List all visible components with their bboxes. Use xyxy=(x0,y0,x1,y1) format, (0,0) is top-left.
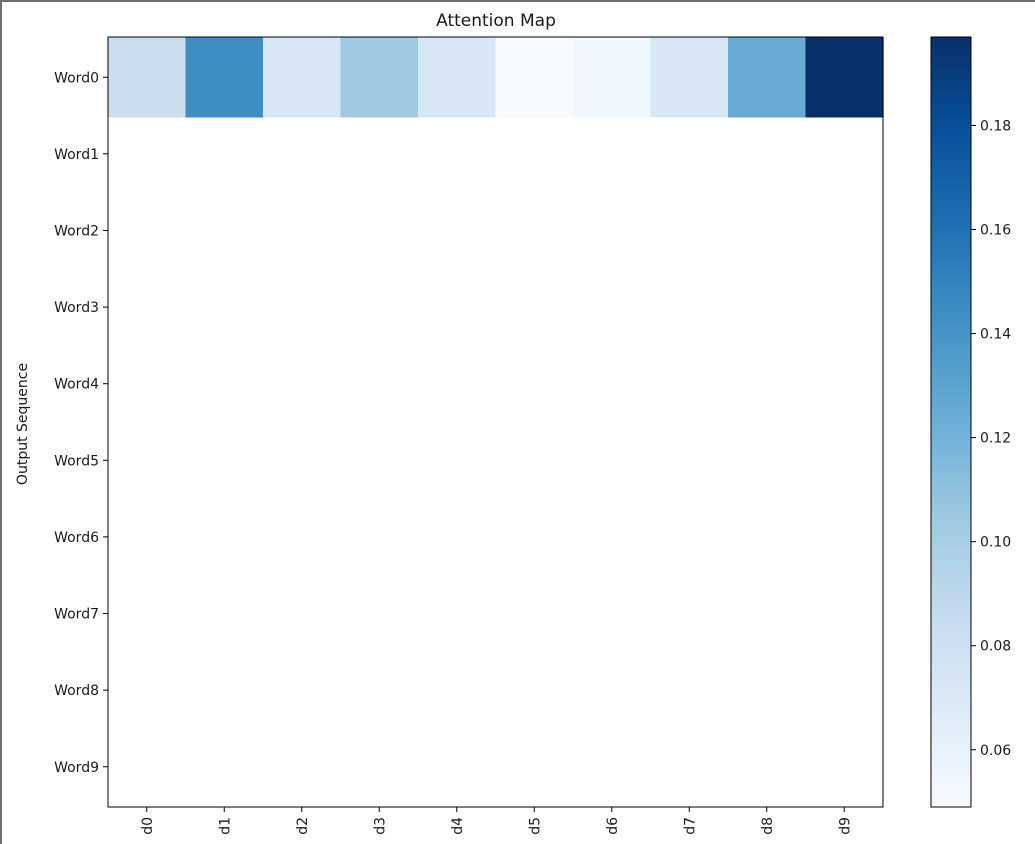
heatmap-cell xyxy=(805,37,884,118)
heatmap-cell xyxy=(263,37,342,118)
y-tick-label: Word4 xyxy=(54,377,99,393)
x-tick-label: d2 xyxy=(295,817,311,835)
colorbar xyxy=(930,36,972,808)
x-tick-label: d1 xyxy=(217,817,233,835)
colorbar-tick-label: 0.06 xyxy=(980,743,1011,759)
heatmap-cell xyxy=(185,37,264,118)
x-tick-label: d4 xyxy=(450,817,466,835)
y-tick-label: Word0 xyxy=(54,70,99,86)
y-tick-label: Word2 xyxy=(54,223,99,239)
y-tick-label: Word3 xyxy=(54,300,99,316)
heatmap-cell xyxy=(495,37,574,118)
colorbar-tick-label: 0.08 xyxy=(980,639,1011,655)
y-tick-label: Word9 xyxy=(54,760,99,776)
heatmap-cell xyxy=(418,37,497,118)
heatmap-cell xyxy=(573,37,652,118)
x-tick-label: d8 xyxy=(760,817,776,835)
colorbar-ticks: 0.06 0.08 0.10 0.12 0.14 0.16 0.18 xyxy=(971,118,1011,759)
y-axis-ticks: Word0 Word1 Word2 Word3 Word4 Word5 Word6 Word7… xyxy=(54,70,108,776)
heatmap-cells xyxy=(108,37,884,118)
heatmap-cell xyxy=(650,37,729,118)
x-tick-label: d6 xyxy=(605,817,621,835)
colorbar-tick-label: 0.12 xyxy=(980,431,1011,447)
y-axis-label: Output Sequence xyxy=(15,363,31,485)
y-tick-label: Word6 xyxy=(54,530,99,546)
colorbar-tick-label: 0.14 xyxy=(980,327,1011,343)
heatmap-cell xyxy=(108,37,187,118)
x-tick-label: d3 xyxy=(372,817,388,835)
y-tick-label: Word1 xyxy=(54,147,99,163)
y-tick-label: Word5 xyxy=(54,453,99,469)
heatmap-cell xyxy=(340,37,419,118)
y-tick-label: Word7 xyxy=(54,607,99,623)
y-tick-label: Word8 xyxy=(54,683,99,699)
x-tick-label: d9 xyxy=(837,817,853,835)
colorbar-tick-label: 0.10 xyxy=(980,535,1011,551)
heatmap-cell xyxy=(728,37,807,118)
x-tick-label: d5 xyxy=(527,817,543,835)
colorbar-tick-label: 0.18 xyxy=(980,118,1011,134)
x-axis-ticks: d0 d1 d2 d3 d4 d5 d6 d7 d8 d9 xyxy=(140,807,853,835)
x-tick-label: d0 xyxy=(140,817,156,835)
chart-title: Attention Map xyxy=(436,11,556,31)
colorbar-tick-label: 0.16 xyxy=(980,223,1011,239)
plot-area-border xyxy=(107,36,884,808)
x-tick-label: d7 xyxy=(682,817,698,835)
